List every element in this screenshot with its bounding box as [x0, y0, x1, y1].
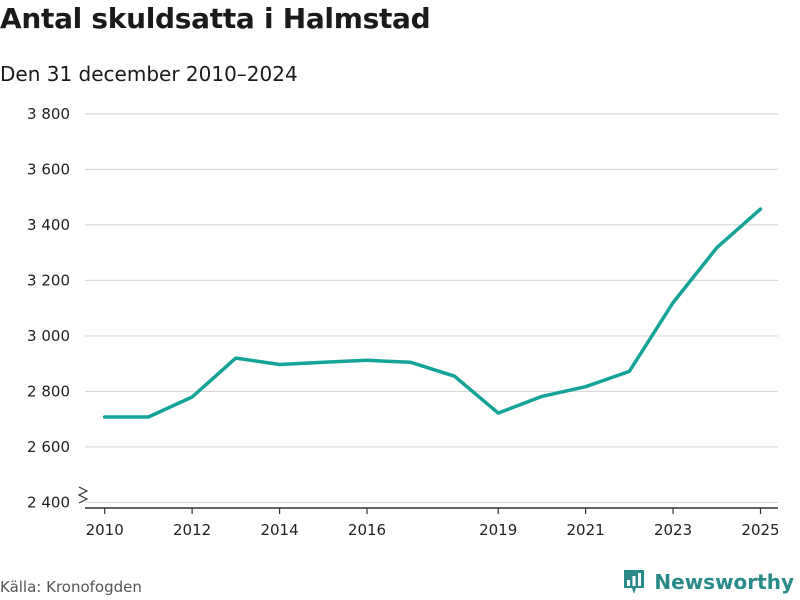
y-tick-label: 2 400	[27, 493, 70, 511]
data-point	[715, 246, 719, 250]
brand-logo: Newsworthy	[622, 568, 794, 596]
data-point	[278, 363, 282, 367]
data-point	[496, 411, 500, 415]
y-tick-label: 2 800	[27, 382, 70, 400]
x-tick-label: 2016	[348, 521, 386, 539]
data-point	[365, 358, 369, 362]
data-point	[234, 356, 238, 360]
data-point	[627, 369, 631, 373]
data-point	[584, 385, 588, 389]
x-tick-label: 2012	[173, 521, 211, 539]
data-point	[452, 374, 456, 378]
y-tick-label: 2 600	[27, 438, 70, 456]
bar-chart-speech-icon	[624, 570, 645, 594]
data-point	[540, 394, 544, 398]
x-tick-label: 2019	[479, 521, 517, 539]
x-tick-label: 2014	[260, 521, 298, 539]
y-tick-label: 3 200	[27, 271, 70, 289]
data-point	[671, 301, 675, 305]
source-note: Källa: Kronofogden	[0, 578, 142, 596]
x-tick-label: 2025	[741, 521, 779, 539]
x-tick-label: 2023	[654, 521, 692, 539]
axis-break-icon	[77, 486, 89, 504]
y-tick-label: 3 800	[27, 105, 70, 123]
data-point	[146, 415, 150, 419]
data-point	[103, 415, 107, 419]
data-point	[759, 207, 763, 211]
chart-title: Antal skuldsatta i Halmstad	[0, 2, 431, 35]
y-tick-label: 3 400	[27, 216, 70, 234]
chart-subtitle: Den 31 december 2010–2024	[0, 62, 298, 86]
series-line	[102, 207, 763, 419]
series-layer	[102, 207, 763, 419]
x-tick-label: 2010	[86, 521, 124, 539]
x-tick-label: 2021	[567, 521, 605, 539]
y-tick-label: 3 600	[27, 160, 70, 178]
x-axis: 2010 2012 2014 2016 2019 2021 2023 2025	[77, 486, 780, 539]
data-point	[409, 360, 413, 364]
brand-name: Newsworthy	[654, 570, 794, 594]
data-point	[321, 360, 325, 364]
y-axis: 2 400 2 600 2 800 3 000 3 200 3 400 3 600 3 800	[27, 105, 70, 512]
data-point	[190, 395, 194, 399]
gridlines	[85, 113, 778, 504]
y-tick-label: 3 000	[27, 327, 70, 345]
